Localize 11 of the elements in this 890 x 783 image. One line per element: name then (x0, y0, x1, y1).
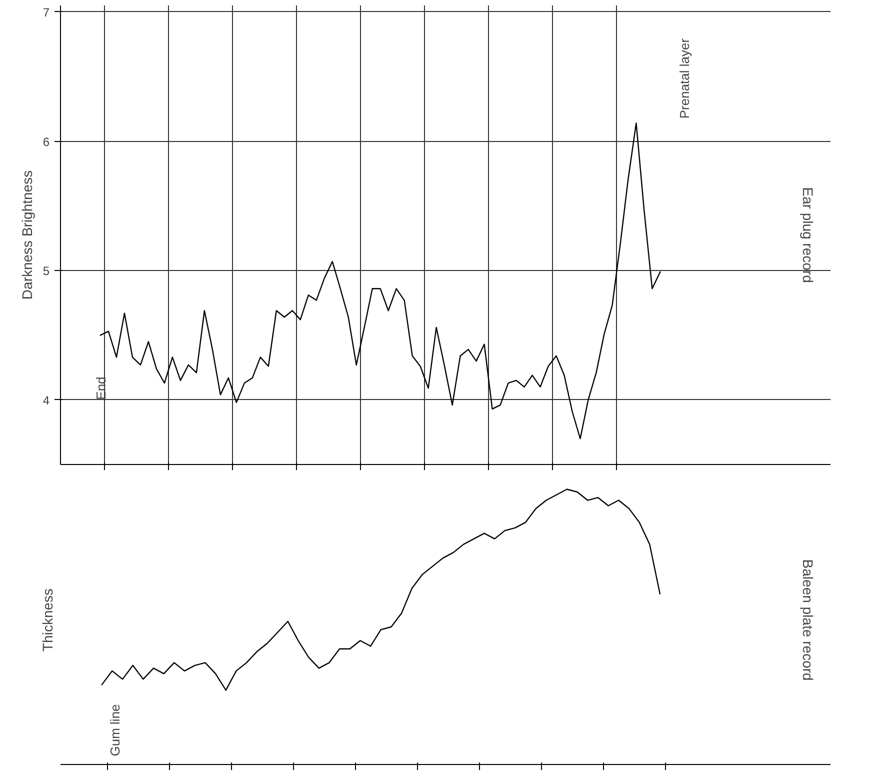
text: Prenatal layer (677, 38, 692, 119)
text: Ear plug record (800, 187, 816, 283)
y-axis-title: Thickness (40, 588, 56, 652)
text: Baleen plate record (800, 559, 816, 681)
y-tick-label: 6 (42, 134, 50, 149)
y-tick-label: 5 (42, 264, 50, 278)
y-tick-label: 7 (42, 5, 50, 20)
y-axis-title: Darkness Brightness (18, 170, 35, 300)
annotation: Gum line (108, 704, 123, 756)
annotation: End (93, 376, 108, 400)
y-tick-label: 4 (42, 393, 50, 408)
